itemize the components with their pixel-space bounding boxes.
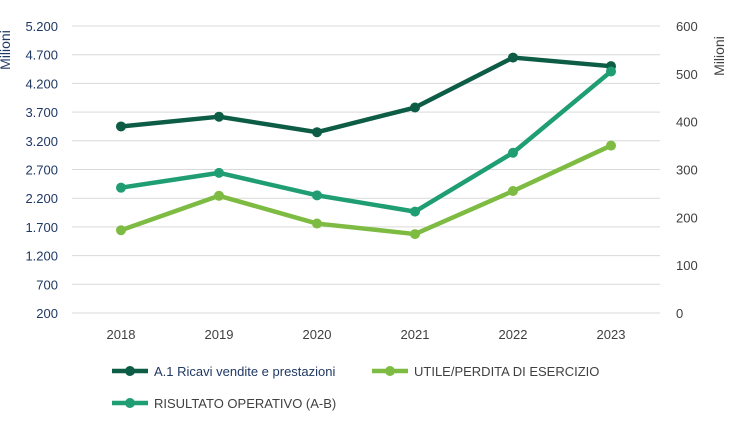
left-tick-label: 5.200 <box>25 19 58 34</box>
legend-marker <box>385 366 395 376</box>
x-tick-label: 2022 <box>499 327 528 342</box>
left-tick-label: 700 <box>36 277 58 292</box>
data-point <box>508 186 518 197</box>
legend-label: RISULTATO OPERATIVO (A-B) <box>154 396 336 411</box>
data-point <box>116 182 126 193</box>
left-axis-title: Milioni <box>0 30 13 70</box>
data-point <box>606 140 616 151</box>
right-tick-label: 0 <box>676 306 683 321</box>
left-tick-label: 4.700 <box>25 48 58 63</box>
right-tick-label: 400 <box>676 115 698 130</box>
x-tick-label: 2018 <box>107 327 136 342</box>
left-tick-label: 1.700 <box>25 220 58 235</box>
right-axis-title: Milioni <box>711 36 727 76</box>
data-point <box>116 225 126 236</box>
series-line-0 <box>118 55 614 135</box>
left-tick-label: 3.200 <box>25 134 58 149</box>
legend-marker <box>125 398 135 408</box>
right-tick-label: 500 <box>676 67 698 82</box>
data-point <box>508 52 518 63</box>
left-tick-label: 2.700 <box>25 163 58 178</box>
data-point <box>116 121 126 132</box>
series-group <box>116 52 616 240</box>
x-axis: 2018 2019 2020 2021 2022 2023 <box>107 327 626 342</box>
left-tick-label: 2.200 <box>25 191 58 206</box>
data-point <box>606 66 616 77</box>
x-tick-label: 2019 <box>205 327 234 342</box>
right-tick-label: 200 <box>676 210 698 225</box>
data-point <box>410 229 420 240</box>
right-tick-label: 100 <box>676 258 698 273</box>
series-line-2 <box>118 69 614 214</box>
legend: A.1 Ricavi vendite e prestazioni UTILE/PE… <box>112 364 599 411</box>
data-point <box>312 127 322 138</box>
left-tick-label: 4.200 <box>25 76 58 91</box>
data-point <box>312 190 322 201</box>
data-point <box>508 147 518 158</box>
data-point <box>214 167 224 178</box>
right-axis: 0 100 200 300 400 500 600 <box>676 19 698 321</box>
left-axis: 200 700 1.200 1.700 2.200 2.700 3.200 3.700 4.20… <box>25 19 58 321</box>
legend-marker <box>125 366 135 376</box>
gridlines <box>72 25 660 314</box>
series-line-1 <box>118 143 614 237</box>
data-point <box>410 206 420 217</box>
data-point <box>312 218 322 229</box>
left-tick-label: 3.700 <box>25 105 58 120</box>
right-tick-label: 600 <box>676 19 698 34</box>
data-point <box>214 190 224 201</box>
legend-label: UTILE/PERDITA DI ESERCIZIO <box>414 364 599 379</box>
x-tick-label: 2023 <box>597 327 626 342</box>
x-tick-label: 2020 <box>303 327 332 342</box>
right-tick-label: 300 <box>676 163 698 178</box>
x-tick-label: 2021 <box>401 327 430 342</box>
left-tick-label: 200 <box>36 306 58 321</box>
data-point <box>214 111 224 122</box>
legend-label: A.1 Ricavi vendite e prestazioni <box>154 364 335 379</box>
left-tick-label: 1.200 <box>25 249 58 264</box>
data-point <box>410 102 420 113</box>
